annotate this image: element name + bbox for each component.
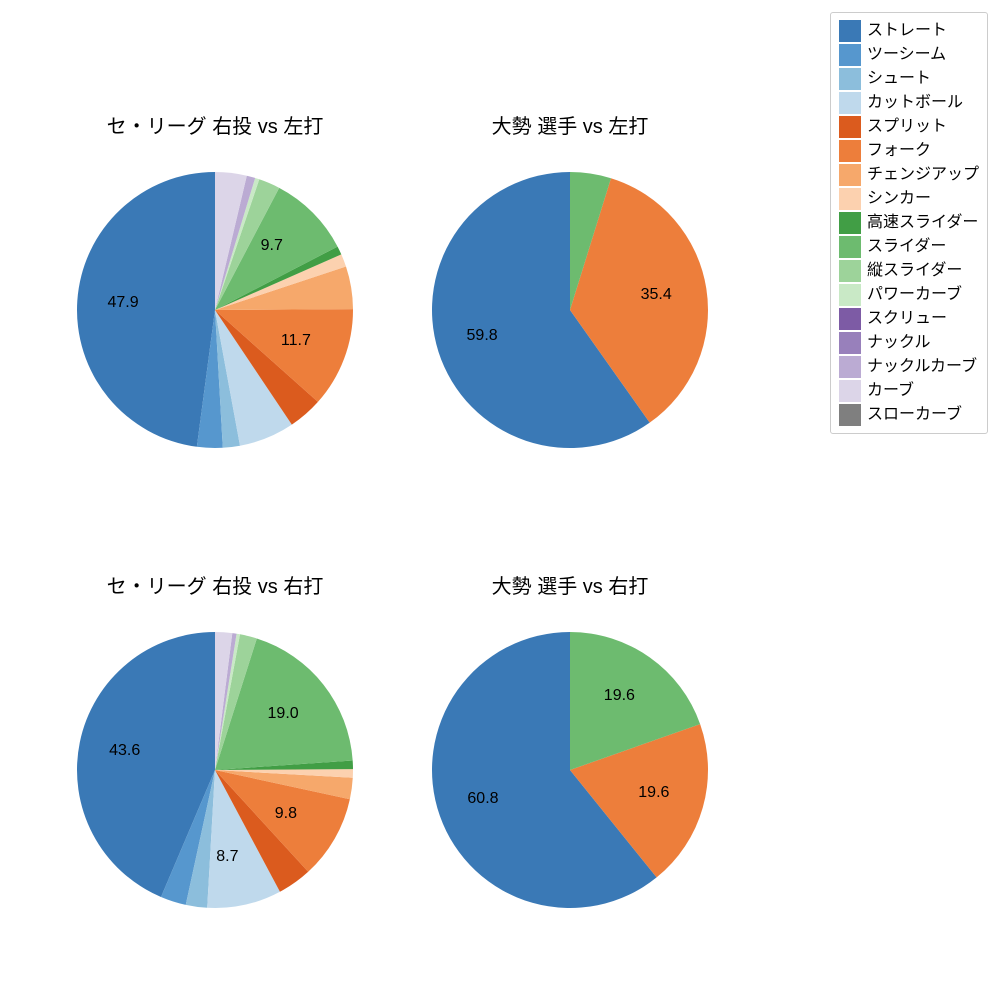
pie-slice-label: 9.7 [261, 237, 283, 255]
chart-title: 大勢 選手 vs 左打 [400, 110, 740, 139]
legend-item: 高速スライダー [839, 211, 979, 235]
pie-slice-label: 43.6 [109, 742, 140, 760]
legend-swatch [839, 380, 861, 402]
legend-item: パワーカーブ [839, 283, 979, 307]
legend: ストレートツーシームシュートカットボールスプリットフォークチェンジアップシンカー… [830, 12, 988, 434]
pie-slice [77, 172, 215, 447]
legend-swatch [839, 260, 861, 282]
legend-item: スローカーブ [839, 403, 979, 427]
legend-swatch [839, 164, 861, 186]
legend-item: ストレート [839, 19, 979, 43]
legend-item: スクリュー [839, 307, 979, 331]
chart-title: 大勢 選手 vs 右打 [400, 570, 740, 599]
legend-swatch [839, 356, 861, 378]
legend-swatch [839, 20, 861, 42]
legend-swatch [839, 332, 861, 354]
legend-label: 高速スライダー [867, 211, 978, 235]
legend-item: カーブ [839, 379, 979, 403]
legend-swatch [839, 188, 861, 210]
legend-item: ツーシーム [839, 43, 979, 67]
legend-swatch [839, 68, 861, 90]
legend-item: シュート [839, 67, 979, 91]
pie-slice-label: 19.6 [638, 784, 669, 802]
pie-slice-label: 19.6 [604, 687, 635, 705]
legend-swatch [839, 44, 861, 66]
legend-label: シンカー [867, 187, 931, 211]
chart-grid: ストレートツーシームシュートカットボールスプリットフォークチェンジアップシンカー… [0, 0, 1000, 1000]
legend-swatch [839, 116, 861, 138]
legend-label: パワーカーブ [867, 283, 962, 307]
pie-slice-label: 35.4 [641, 286, 672, 304]
legend-swatch [839, 140, 861, 162]
legend-swatch [839, 404, 861, 426]
legend-label: スプリット [867, 115, 947, 139]
legend-label: スクリュー [867, 307, 947, 331]
pie-slice-label: 11.7 [281, 332, 311, 350]
legend-label: ナックルカーブ [867, 355, 977, 379]
legend-label: ツーシーム [867, 43, 946, 67]
legend-swatch [839, 212, 861, 234]
legend-item: スプリット [839, 115, 979, 139]
legend-item: カットボール [839, 91, 979, 115]
chart-title: セ・リーグ 右投 vs 左打 [45, 110, 385, 139]
legend-swatch [839, 236, 861, 258]
pie-slice-label: 59.8 [467, 327, 498, 345]
chart-title: セ・リーグ 右投 vs 右打 [45, 570, 385, 599]
legend-swatch [839, 92, 861, 114]
pie-chart [430, 170, 710, 450]
legend-label: シュート [867, 67, 931, 91]
legend-label: 縦スライダー [867, 259, 962, 283]
legend-label: チェンジアップ [867, 163, 979, 187]
legend-item: チェンジアップ [839, 163, 979, 187]
legend-item: シンカー [839, 187, 979, 211]
legend-label: フォーク [867, 139, 931, 163]
pie-slice-label: 9.8 [275, 805, 297, 823]
legend-label: カーブ [867, 379, 914, 403]
pie-slice-label: 8.7 [216, 848, 238, 866]
legend-label: スローカーブ [867, 403, 962, 427]
pie-chart [430, 630, 710, 910]
legend-item: フォーク [839, 139, 979, 163]
pie-slice-label: 19.0 [268, 705, 299, 723]
legend-label: ストレート [867, 19, 947, 43]
legend-item: 縦スライダー [839, 259, 979, 283]
legend-item: ナックル [839, 331, 979, 355]
legend-label: ナックル [867, 331, 931, 355]
pie-chart [75, 630, 355, 910]
legend-label: カットボール [867, 91, 963, 115]
legend-item: ナックルカーブ [839, 355, 979, 379]
pie-slice-label: 47.9 [107, 294, 138, 312]
pie-slice-label: 60.8 [467, 790, 498, 808]
legend-item: スライダー [839, 235, 979, 259]
legend-swatch [839, 308, 861, 330]
legend-swatch [839, 284, 861, 306]
legend-label: スライダー [867, 235, 946, 259]
